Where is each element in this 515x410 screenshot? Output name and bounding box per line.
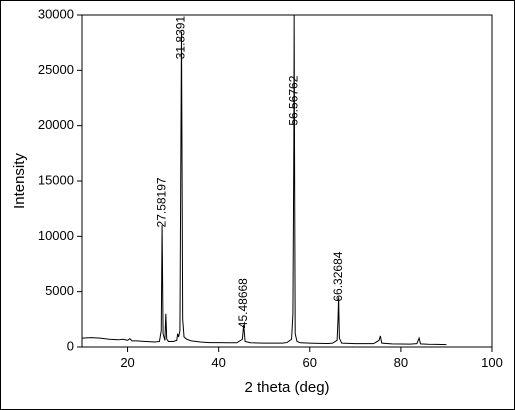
line-series xyxy=(81,14,447,346)
x-tick-label: 80 xyxy=(394,355,408,370)
y-tick-label: 0 xyxy=(67,338,74,353)
x-tick-label: 100 xyxy=(481,355,503,370)
y-tick-label: 25000 xyxy=(38,62,74,77)
peak-annotation: 45.48668 xyxy=(236,278,250,328)
y-axis-label: Intensity xyxy=(11,153,28,209)
peak-annotation: 56.56762 xyxy=(286,75,300,125)
peak-annotation: 66.32684 xyxy=(331,251,345,301)
peak-annotation: 31.8391 xyxy=(174,16,188,60)
x-axis-label: 2 theta (deg) xyxy=(244,379,329,396)
y-tick-label: 30000 xyxy=(38,6,74,21)
peak-annotation: 27.58197 xyxy=(154,177,168,227)
y-tick-label: 20000 xyxy=(38,117,74,132)
y-tick-label: 10000 xyxy=(38,228,74,243)
y-tick-label: 15000 xyxy=(38,172,74,187)
y-tick-label: 5000 xyxy=(45,283,74,298)
x-tick-label: 20 xyxy=(120,355,134,370)
x-tick-label: 40 xyxy=(211,355,225,370)
x-tick-label: 60 xyxy=(303,355,317,370)
